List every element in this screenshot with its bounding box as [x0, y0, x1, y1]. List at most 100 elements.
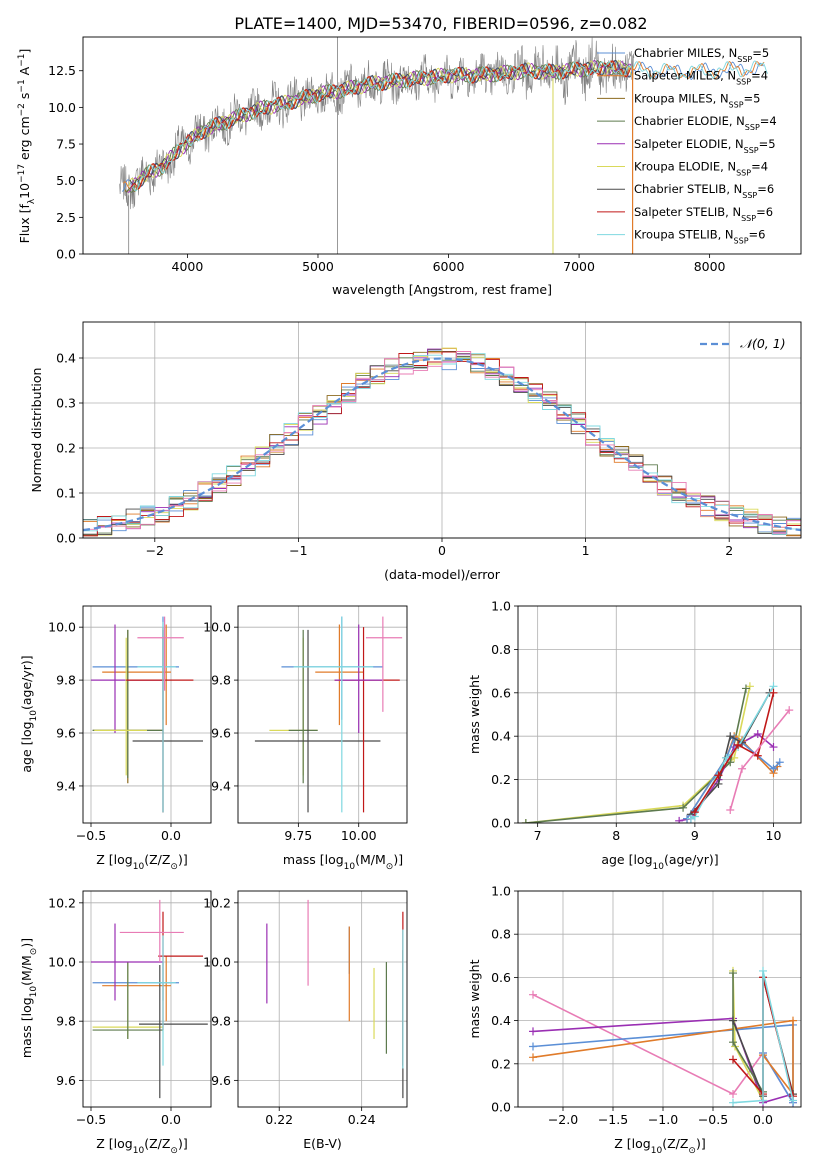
- axes-frame: [82, 890, 212, 1108]
- x-tick-label: 4000: [172, 259, 204, 274]
- x-tick-label: −0.5: [76, 1112, 106, 1127]
- residuals-panel: −2 −1 0 1 2 0.0 0.1 0.2 0.3 0.4 𝒩(0, 1) (data-model…: [29, 321, 802, 582]
- weight-marker: [785, 706, 794, 715]
- x-axis-label: (data-model)/error: [384, 567, 501, 582]
- y-tick-label: 9.8: [211, 1014, 231, 1029]
- x-tick-label: 1: [582, 543, 590, 558]
- y-tick-label: 7.5: [56, 137, 76, 152]
- axes-frame: [82, 321, 802, 539]
- weight-marker: [741, 684, 750, 693]
- y-tick-label: 9.6: [56, 1073, 76, 1088]
- axes-frame: [517, 605, 802, 824]
- axes-frame: [517, 890, 802, 1108]
- x-tick-label: 6000: [433, 259, 465, 274]
- y-tick-label: 10.0: [203, 955, 231, 970]
- weight-marker: [734, 740, 743, 749]
- x-tick-label: 0: [438, 543, 446, 558]
- weight-line-kroupa-elodie: [525, 686, 751, 823]
- normal-curve: [83, 357, 801, 532]
- x-tick-label: 10: [766, 828, 782, 843]
- weight-line-kroupa-elodie: [732, 970, 764, 1101]
- weight-marker: [789, 1096, 797, 1105]
- observed-spectrum: [119, 37, 635, 210]
- weight-marker: [759, 1096, 767, 1105]
- x-axis-label: Z [log10(Z/Z⊙)]: [614, 1136, 705, 1156]
- y-tick-label: 2.5: [56, 210, 76, 225]
- x-axis-label: Z [log10(Z/Z⊙)]: [96, 852, 187, 872]
- x-tick-label: 2: [725, 543, 733, 558]
- y-tick-label: 10.2: [203, 895, 231, 910]
- y-axis-label: mass [log10(M/M⊙)]: [19, 938, 39, 1058]
- plot-area: [521, 682, 794, 823]
- weight-marker: [679, 803, 688, 812]
- x-tick-label: −2.0: [548, 1112, 578, 1127]
- x-tick-label: 0.22: [265, 1112, 293, 1127]
- x-tick-label: 10.00: [341, 828, 377, 843]
- y-tick-label: 1.0: [491, 884, 511, 899]
- y-tick-label: 0.0: [491, 1100, 511, 1115]
- y-tick-label: 9.8: [211, 673, 231, 688]
- plot-area: [254, 616, 403, 813]
- y-tick-label: 1.0: [491, 599, 511, 614]
- weight-line-chabrier-elodie: [525, 688, 747, 823]
- y-tick-label: 9.6: [211, 1073, 231, 1088]
- y-tick-label: 0.8: [491, 642, 511, 657]
- weight-marker: [529, 990, 537, 999]
- y-axis-label: age [log10(age/yr)]: [19, 655, 39, 772]
- weight-marker: [714, 779, 723, 788]
- y-tick-label: 0.4: [56, 351, 76, 366]
- y-tick-label: 10.0: [48, 100, 76, 115]
- x-tick-label: 9.75: [284, 828, 312, 843]
- plot-area: [83, 347, 801, 538]
- weight-marker: [726, 805, 735, 814]
- y-tick-label: 10.0: [48, 955, 76, 970]
- legend-entry: Kroupa STELIB, NSSP=6: [634, 228, 765, 246]
- weight-marker: [729, 1090, 737, 1099]
- legend-entry: Salpeter STELIB, NSSP=6: [634, 205, 773, 223]
- weight-marker: [726, 732, 735, 741]
- age-vs-metallicity-panel: −0.5 0.0 9.4 9.6 9.8 10.0 Z [log10(Z/Z⊙)] age […: [19, 605, 212, 872]
- weight-marker: [769, 743, 778, 752]
- mass-vs-metallicity-panel: −0.5 0.0 9.6 9.8 10.0 10.2 Z [log10(Z/Z⊙)] mass…: [19, 890, 212, 1156]
- x-axis-label: E(B-V): [303, 1136, 342, 1151]
- weight-marker: [759, 966, 767, 975]
- x-tick-label: 7000: [563, 259, 595, 274]
- weight-marker: [729, 1038, 737, 1047]
- weight-marker: [690, 808, 699, 817]
- y-tick-label: 0.4: [491, 1013, 511, 1028]
- weight-marker: [529, 1027, 537, 1036]
- weight-marker: [769, 764, 778, 773]
- model-spectrum-salpeter-elodie: [127, 59, 632, 193]
- y-tick-label: 0.2: [56, 441, 76, 456]
- x-tick-label: 0.24: [348, 1112, 376, 1127]
- y-tick-label: 0.0: [491, 816, 511, 831]
- x-axis-label: age [log10(age/yr)]: [601, 852, 718, 872]
- weight-marker: [729, 1055, 737, 1064]
- legend-entry: Salpeter ELODIE, NSSP=5: [634, 137, 776, 155]
- x-tick-label: 7: [534, 828, 542, 843]
- weight-marker: [729, 1016, 737, 1025]
- weight-marker: [529, 1042, 537, 1051]
- y-tick-label: 0.0: [56, 247, 76, 262]
- model-spectrum-chabrier-stelib: [129, 60, 632, 187]
- y-tick-label: 0.8: [491, 927, 511, 942]
- y-tick-label: 0.1: [56, 486, 76, 501]
- x-tick-label: −1.0: [648, 1112, 678, 1127]
- x-axis-label: wavelength [Angstrom, rest frame]: [332, 282, 552, 297]
- y-tick-label: 9.4: [211, 778, 231, 793]
- y-tick-label: 0.0: [56, 531, 76, 546]
- y-tick-label: 0.6: [491, 685, 511, 700]
- age-vs-mass-panel: 9.75 10.00 9.4 9.6 9.8 10.0 mass [log10(M/M⊙)]: [203, 605, 408, 872]
- weight-marker: [769, 688, 778, 697]
- x-tick-label: 9: [691, 828, 699, 843]
- axes-frame: [237, 890, 408, 1108]
- weight-line-salpeter-miles: [532, 1019, 794, 1097]
- y-axis-label: Normed distribution: [29, 368, 44, 493]
- weight-marker: [745, 682, 754, 691]
- plot-area: [91, 616, 203, 813]
- y-tick-label: 5.0: [56, 173, 76, 188]
- mass-vs-ebv-panel: 0.22 0.24 9.6 9.8 10.0 10.2 E(B-V): [203, 890, 408, 1151]
- y-tick-label: 10.0: [203, 620, 231, 635]
- y-tick-label: 9.4: [56, 778, 76, 793]
- y-tick-label: 0.2: [491, 1056, 511, 1071]
